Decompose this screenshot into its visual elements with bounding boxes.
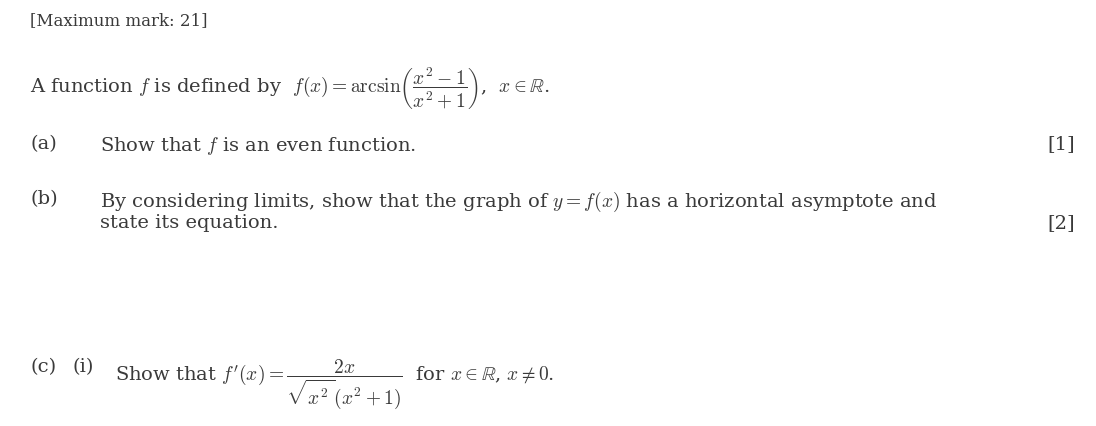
Text: A function $f$ is defined by  $f(x) = \arcsin\!\left(\dfrac{x^2-1}{x^2+1}\right): A function $f$ is defined by $f(x) = \ar… (30, 65, 549, 111)
Text: [Maximum mark: 21]: [Maximum mark: 21] (30, 12, 207, 29)
Text: state its equation.: state its equation. (100, 213, 278, 231)
Text: Show that $f$ is an even function.: Show that $f$ is an even function. (100, 135, 416, 157)
Text: (a): (a) (30, 135, 57, 153)
Text: By considering limits, show that the graph of $y = f(x)$ has a horizontal asympt: By considering limits, show that the gra… (100, 190, 937, 213)
Text: [1]: [1] (1048, 135, 1075, 153)
Text: Show that $f'(x) = \dfrac{2x}{\sqrt{x^2\,}(x^2+1)}$  for $x \in \mathbb{R}$, $x : Show that $f'(x) = \dfrac{2x}{\sqrt{x^2\… (115, 357, 555, 410)
Text: (b): (b) (30, 190, 58, 207)
Text: [2]: [2] (1048, 213, 1075, 231)
Text: (c): (c) (30, 357, 56, 375)
Text: (i): (i) (72, 357, 93, 375)
